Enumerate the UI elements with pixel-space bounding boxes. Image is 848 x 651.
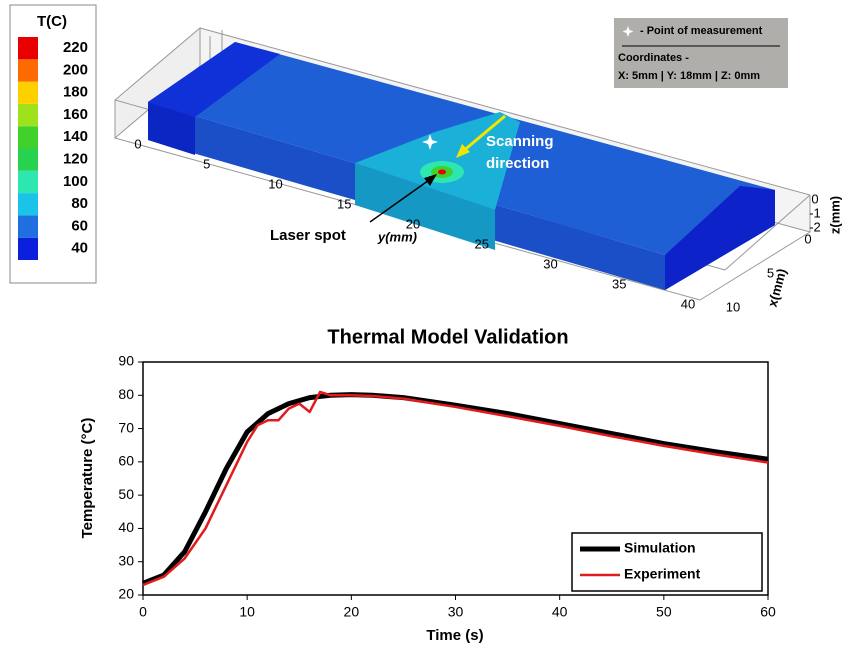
colorbar-swatch	[18, 149, 38, 171]
colorbar-label: 160	[63, 106, 88, 123]
scanning-label: Scanning	[486, 133, 554, 150]
info-coords: X: 5mm | Y: 18mm | Z: 0mm	[618, 70, 760, 82]
z-axis-tick: -1	[809, 205, 821, 220]
colorbar-swatch	[18, 171, 38, 193]
y-axis-tick: 40	[681, 296, 695, 311]
info-coord-title: Coordinates -	[618, 52, 689, 64]
y-tick-label: 60	[118, 453, 134, 469]
figure: T(C) 406080100120140160180200220 Scannin…	[0, 0, 848, 651]
colorbar-swatch	[18, 238, 38, 260]
y-axis-tick: 25	[475, 236, 489, 251]
scanning-label: direction	[486, 155, 549, 172]
colorbar-swatch	[18, 37, 38, 59]
x-tick-label: 10	[239, 604, 255, 620]
page: { "thermal_map": { "colorbar": { "title"…	[0, 0, 848, 651]
x-axis-title: Time (s)	[426, 627, 483, 644]
y-tick-label: 20	[118, 586, 134, 602]
y-tick-label: 50	[118, 486, 134, 502]
y-tick-label: 80	[118, 386, 134, 402]
y-axis-tick: 35	[612, 276, 626, 291]
colorbar-label: 40	[71, 240, 88, 257]
colorbar-label: 60	[71, 217, 88, 234]
y-axis-tick: 10	[268, 176, 282, 191]
y-axis-label: y(mm)	[377, 229, 417, 244]
y-axis-tick: 15	[337, 196, 351, 211]
y-tick-label: 70	[118, 419, 134, 435]
colorbar-label: 140	[63, 128, 88, 145]
legend-label: Experiment	[624, 566, 701, 582]
laser-label: Laser spot	[270, 227, 346, 244]
y-tick-label: 40	[118, 519, 134, 535]
colorbar-label: 180	[63, 84, 88, 101]
colorbar-title: T(C)	[37, 13, 67, 30]
colorbar-swatch	[18, 82, 38, 104]
colorbar-swatch	[18, 215, 38, 237]
colorbar-label: 120	[63, 150, 88, 167]
x-axis-tick: 10	[726, 299, 740, 314]
z-axis-tick: 0	[811, 191, 818, 206]
y-axis-tick: 20	[406, 216, 420, 231]
colorbar-swatch	[18, 59, 38, 81]
colorbar-label: 80	[71, 195, 88, 212]
legend-label: Simulation	[624, 540, 696, 556]
x-tick-label: 60	[760, 604, 776, 620]
y-axis-tick: 5	[203, 156, 210, 171]
plot: 0 10 20 30 40 50 60 20 30 40 50 60 70 80 90 Simulation E…	[118, 353, 776, 620]
y-axis-title: Temperature (°C)	[79, 418, 96, 539]
colorbar-label: 100	[63, 173, 88, 190]
colorbar-swatch	[18, 104, 38, 126]
colorbar-swatch	[18, 193, 38, 215]
colorbar-label: 200	[63, 61, 88, 78]
y-tick-label: 30	[118, 552, 134, 568]
z-axis-tick: -2	[809, 219, 821, 234]
info-legend: - Point of measurement	[640, 25, 763, 37]
y-tick-label: 90	[118, 353, 134, 369]
x-axis-tick: 5	[767, 265, 774, 280]
colorbar-swatch	[18, 126, 38, 148]
y-axis-tick: 0	[134, 136, 141, 151]
z-axis-label: z(mm)	[827, 196, 842, 234]
chart-title: Thermal Model Validation	[327, 326, 568, 348]
x-tick-label: 20	[344, 604, 360, 620]
x-tick-label: 50	[656, 604, 672, 620]
x-tick-label: 0	[139, 604, 147, 620]
x-tick-label: 40	[552, 604, 568, 620]
y-axis-tick: 30	[543, 256, 557, 271]
x-tick-label: 30	[448, 604, 464, 620]
colorbar-label: 220	[63, 39, 88, 56]
